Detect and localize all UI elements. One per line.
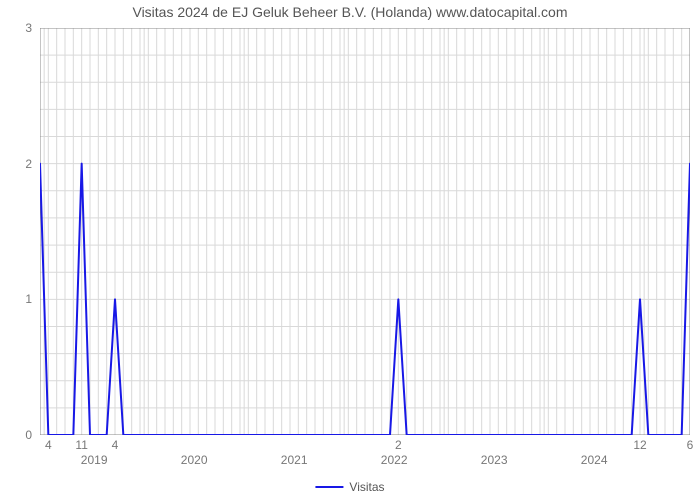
- x-tick-label: 2024: [581, 453, 608, 467]
- datapoint-label: 4: [45, 438, 52, 452]
- datapoint-label: 12: [633, 438, 646, 452]
- datapoint-label: 2: [395, 438, 402, 452]
- x-tick-label: 2020: [181, 453, 208, 467]
- y-tick-label: 1: [0, 292, 32, 306]
- x-tick-label: 2019: [81, 453, 108, 467]
- legend: Visitas: [315, 480, 384, 494]
- legend-label: Visitas: [349, 480, 384, 494]
- chart-title: Visitas 2024 de EJ Geluk Beheer B.V. (Ho…: [0, 4, 700, 20]
- x-tick-label: 2021: [281, 453, 308, 467]
- x-tick-label: 2022: [381, 453, 408, 467]
- datapoint-label: 4: [112, 438, 119, 452]
- legend-swatch: [315, 486, 343, 488]
- y-tick-label: 2: [0, 157, 32, 171]
- datapoint-label: 11: [75, 438, 87, 452]
- y-tick-label: 0: [0, 428, 32, 442]
- x-tick-label: 2023: [481, 453, 508, 467]
- datapoint-label: 6: [687, 438, 694, 452]
- plot-area: [40, 28, 690, 435]
- y-tick-label: 3: [0, 21, 32, 35]
